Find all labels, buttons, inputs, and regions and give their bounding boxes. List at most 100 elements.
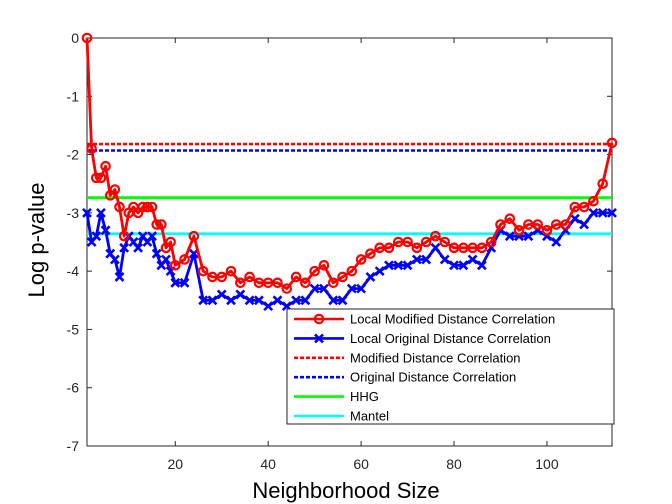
data-point <box>253 295 264 306</box>
legend-label: Original Distance Correlation <box>350 370 516 385</box>
data-point <box>165 236 176 248</box>
data-point <box>281 283 293 294</box>
data-point <box>188 230 200 242</box>
data-point <box>216 271 228 283</box>
data-point <box>100 160 111 172</box>
data-point <box>551 237 562 247</box>
data-point <box>169 260 181 271</box>
data-point <box>244 295 255 306</box>
data-point <box>532 219 543 230</box>
data-point <box>263 301 274 312</box>
y-tick-label: -2 <box>67 147 80 163</box>
legend-label: Mantel <box>350 409 389 424</box>
data-point <box>476 260 487 271</box>
y-tick-label: -7 <box>67 438 80 454</box>
data-point <box>309 283 320 294</box>
data-point <box>90 172 102 184</box>
data-point <box>272 277 283 289</box>
data-point <box>430 230 441 242</box>
data-point <box>86 143 97 155</box>
data-point <box>458 260 469 271</box>
data-point <box>588 195 599 207</box>
data-point <box>384 260 394 271</box>
data-point <box>523 231 534 242</box>
legend-label: Modified Distance Correlation <box>350 350 521 365</box>
data-point <box>327 277 339 289</box>
data-point <box>356 283 367 294</box>
data-point <box>119 242 130 253</box>
legend: Local Modified Distance Correlation Local… <box>286 308 615 425</box>
data-point <box>430 242 441 253</box>
data-point <box>207 295 218 306</box>
y-tick-label: -1 <box>67 88 80 104</box>
data-point <box>439 254 450 265</box>
y-tick-label: -5 <box>67 321 80 337</box>
data-point <box>118 230 130 242</box>
data-point <box>541 225 553 236</box>
legend-entry: Local Modified Distance Correlation <box>294 312 555 327</box>
x-tick-label: 40 <box>260 456 276 472</box>
data-point <box>504 231 515 242</box>
y-tick-label: -4 <box>67 263 80 279</box>
y-tick-label: -6 <box>67 380 80 396</box>
legend-entry: Original Distance Correlation <box>294 370 516 385</box>
legend-label: HHG <box>350 389 379 404</box>
data-point <box>179 277 190 288</box>
series-layer <box>81 32 618 312</box>
data-point <box>513 225 525 236</box>
data-point <box>291 295 301 306</box>
data-point <box>151 248 162 259</box>
x-tick-label: 60 <box>353 456 369 472</box>
x-tick-label: 100 <box>535 456 559 472</box>
data-point <box>393 260 404 271</box>
legend-marker <box>314 333 324 344</box>
data-point <box>449 260 459 271</box>
data-point <box>439 236 451 248</box>
data-point <box>235 289 246 300</box>
legend-entry: Local Original Distance Correlation <box>294 331 551 346</box>
data-point <box>597 178 609 190</box>
data-point <box>355 254 367 265</box>
data-point <box>365 272 376 282</box>
data-point <box>133 242 144 253</box>
data-point <box>607 207 617 218</box>
data-point <box>225 265 237 277</box>
data-point <box>114 201 125 213</box>
y-tick-label: 0 <box>71 30 79 46</box>
data-point <box>402 236 413 248</box>
data-point <box>147 231 157 242</box>
data-point <box>161 254 171 265</box>
data-point <box>198 295 209 306</box>
data-point <box>300 277 311 289</box>
data-point <box>244 271 255 283</box>
data-point <box>272 295 283 306</box>
data-point <box>318 260 330 271</box>
data-point <box>346 283 357 294</box>
data-point <box>142 201 153 213</box>
legend-marker <box>313 313 325 325</box>
data-point <box>420 236 432 248</box>
data-point <box>95 172 107 184</box>
x-tick-label: 20 <box>167 456 183 472</box>
data-point <box>309 265 320 277</box>
x-axis-title: Neighborhood Size <box>252 478 439 503</box>
data-point <box>579 219 590 230</box>
legend-entry: Mantel <box>294 409 389 424</box>
data-point <box>383 242 395 254</box>
data-point <box>81 32 93 44</box>
data-point <box>216 289 227 300</box>
legend-box <box>286 308 615 425</box>
data-point <box>365 248 376 259</box>
data-point <box>290 271 302 283</box>
data-point <box>146 201 158 213</box>
data-point <box>411 254 422 265</box>
data-point <box>235 277 246 289</box>
data-point <box>597 207 608 218</box>
data-point <box>337 271 348 283</box>
data-point <box>421 254 432 265</box>
y-tick-label: -3 <box>67 205 80 221</box>
legend-label: Local Modified Distance Correlation <box>350 312 555 327</box>
data-point <box>197 265 209 277</box>
data-point <box>337 295 348 306</box>
